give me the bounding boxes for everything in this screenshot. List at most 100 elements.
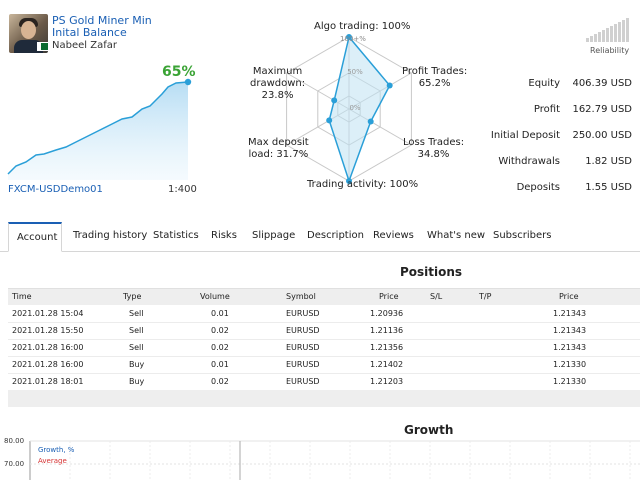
tab-bar: Account Trading history Statistics Risks… <box>0 222 640 252</box>
column-header-symbol[interactable]: Symbol <box>286 292 316 301</box>
cell-price2: 1.21343 <box>553 326 587 335</box>
radar-label-max-deposit-load: Max deposit load: 31.7% <box>248 137 309 160</box>
radar-label-profit-trades: Profit Trades: 65.2% <box>402 66 468 89</box>
radar-label-max-drawdown: Maximum drawdown: 23.8% <box>250 66 306 101</box>
cell-price: 1.20936 <box>370 309 404 318</box>
cell-volume: 0.02 <box>211 326 229 335</box>
growth-title: Growth <box>404 423 454 437</box>
radar-point-max-deposit-load <box>326 117 333 124</box>
stat-profit: Profit 162.79 USD <box>470 104 632 118</box>
cell-price2: 1.21330 <box>553 360 587 369</box>
tab-subscribers[interactable]: Subscribers <box>493 230 552 241</box>
cell-symbol: EURUSD <box>286 343 320 352</box>
stat-label: Profit <box>533 104 560 115</box>
table-footer <box>8 390 640 407</box>
radar-points <box>326 34 393 184</box>
cell-volume: 0.01 <box>211 360 229 369</box>
column-header-current-price[interactable]: Price <box>559 292 579 301</box>
radar-point-max-drawdown <box>331 97 338 104</box>
pakistan-flag-icon <box>37 42 49 51</box>
radar-point-algo-trading <box>346 34 352 40</box>
cell-volume: 0.01 <box>211 309 229 318</box>
growth-chart <box>29 440 640 480</box>
table-row[interactable]: 2021.01.28 16:00 Sell 0.02 EURUSD 1.21356 1.2… <box>8 340 640 357</box>
stat-value: 406.39 USD <box>572 78 632 89</box>
stat-label: Deposits <box>516 182 560 193</box>
radar-point-loss-trades <box>367 118 374 125</box>
reliability-label: Reliability <box>590 46 630 55</box>
cell-price: 1.21136 <box>370 326 404 335</box>
cell-type: Buy <box>129 360 145 369</box>
stat-value: 250.00 USD <box>572 130 632 141</box>
tab-description[interactable]: Description <box>307 230 364 241</box>
signal-title[interactable]: PS Gold Miner Min Inital Balance <box>52 14 152 39</box>
column-header-price[interactable]: Price <box>379 292 399 301</box>
stat-withdrawals: Withdrawals 1.82 USD <box>470 156 632 170</box>
radar-label-algo-trading: Algo trading: 100% <box>314 21 411 32</box>
cell-volume: 0.02 <box>211 343 229 352</box>
column-header-type[interactable]: Type <box>123 292 142 301</box>
mini-chart-end-point <box>184 78 192 86</box>
cell-type: Sell <box>129 309 144 318</box>
stat-equity: Equity 406.39 USD <box>470 78 632 92</box>
column-header-tp[interactable]: T/P <box>479 292 492 301</box>
table-row[interactable]: 2021.01.28 15:50 Sell 0.02 EURUSD 1.21136 1.2… <box>8 323 640 340</box>
tab-account[interactable]: Account <box>8 222 62 252</box>
cell-time: 2021.01.28 16:00 <box>12 343 84 352</box>
table-row[interactable]: 2021.01.28 15:04 Sell 0.01 EURUSD 1.20936 1.2… <box>8 306 640 323</box>
radar-ring-label-outer: 100+% <box>340 35 366 43</box>
cell-type: Buy <box>129 377 145 386</box>
radar-label-trading-activity: Trading activity: 100% <box>307 179 419 190</box>
stat-value: 1.82 USD <box>585 156 632 167</box>
radar-label-loss-trades: Loss Trades: 34.8% <box>403 137 465 160</box>
tab-statistics[interactable]: Statistics <box>153 230 199 241</box>
cell-symbol: EURUSD <box>286 377 320 386</box>
stat-label: Equity <box>528 78 560 89</box>
y-tick-label: 80.00 <box>4 437 25 445</box>
cell-symbol: EURUSD <box>286 326 320 335</box>
legend-average[interactable]: Average <box>38 457 67 465</box>
legend-growth[interactable]: Growth, % <box>38 446 75 454</box>
tab-trading-history[interactable]: Trading history <box>73 230 148 241</box>
cell-price2: 1.21343 <box>553 309 587 318</box>
table-header-row: Time Type Volume Symbol Price S/L T/P Pr… <box>8 288 640 305</box>
cell-time: 2021.01.28 18:01 <box>12 377 84 386</box>
radar-ring-label-mid: 50% <box>347 68 363 76</box>
mini-chart-line <box>7 81 189 175</box>
table-row[interactable]: 2021.01.28 18:01 Buy 0.02 EURUSD 1.21203 1.21… <box>8 374 640 391</box>
stat-deposits: Deposits 1.55 USD <box>470 182 632 196</box>
cell-type: Sell <box>129 326 144 335</box>
author-name[interactable]: Nabeel Zafar <box>52 40 117 51</box>
column-header-time[interactable]: Time <box>12 292 32 301</box>
account-link[interactable]: FXCM-USDDemo01 <box>8 184 103 195</box>
cell-time: 2021.01.28 15:04 <box>12 309 84 318</box>
stat-label: Initial Deposit <box>490 130 560 141</box>
cell-volume: 0.02 <box>211 377 229 386</box>
column-header-sl[interactable]: S/L <box>430 292 443 301</box>
avatar[interactable] <box>9 14 48 53</box>
growth-mini-chart <box>7 78 192 180</box>
tab-whats-new[interactable]: What's new <box>427 230 486 241</box>
positions-title: Positions <box>400 265 463 279</box>
cell-time: 2021.01.28 16:00 <box>12 360 84 369</box>
leverage-value: 1:400 <box>168 184 197 195</box>
cell-price: 1.21203 <box>370 377 404 386</box>
tab-risks[interactable]: Risks <box>211 230 237 241</box>
radar-point-trading-activity <box>346 178 352 184</box>
tab-reviews[interactable]: Reviews <box>373 230 414 241</box>
cell-price2: 1.21343 <box>553 343 587 352</box>
stat-value: 1.55 USD <box>585 182 632 193</box>
radar-chart: 100+% 50% 0% <box>286 34 412 184</box>
table-row[interactable]: 2021.01.28 16:00 Buy 0.01 EURUSD 1.21402 1.21… <box>8 357 640 374</box>
stat-value: 162.79 USD <box>572 104 632 115</box>
stat-label: Withdrawals <box>498 156 560 167</box>
growth-percent: 65% <box>162 64 196 80</box>
cell-time: 2021.01.28 15:50 <box>12 326 84 335</box>
reliability-bars-icon[interactable] <box>586 16 634 42</box>
cell-type: Sell <box>129 343 144 352</box>
cell-symbol: EURUSD <box>286 309 320 318</box>
tab-slippage[interactable]: Slippage <box>252 230 296 241</box>
y-tick-label: 70.00 <box>4 460 25 468</box>
cell-price: 1.21356 <box>370 343 404 352</box>
column-header-volume[interactable]: Volume <box>200 292 230 301</box>
